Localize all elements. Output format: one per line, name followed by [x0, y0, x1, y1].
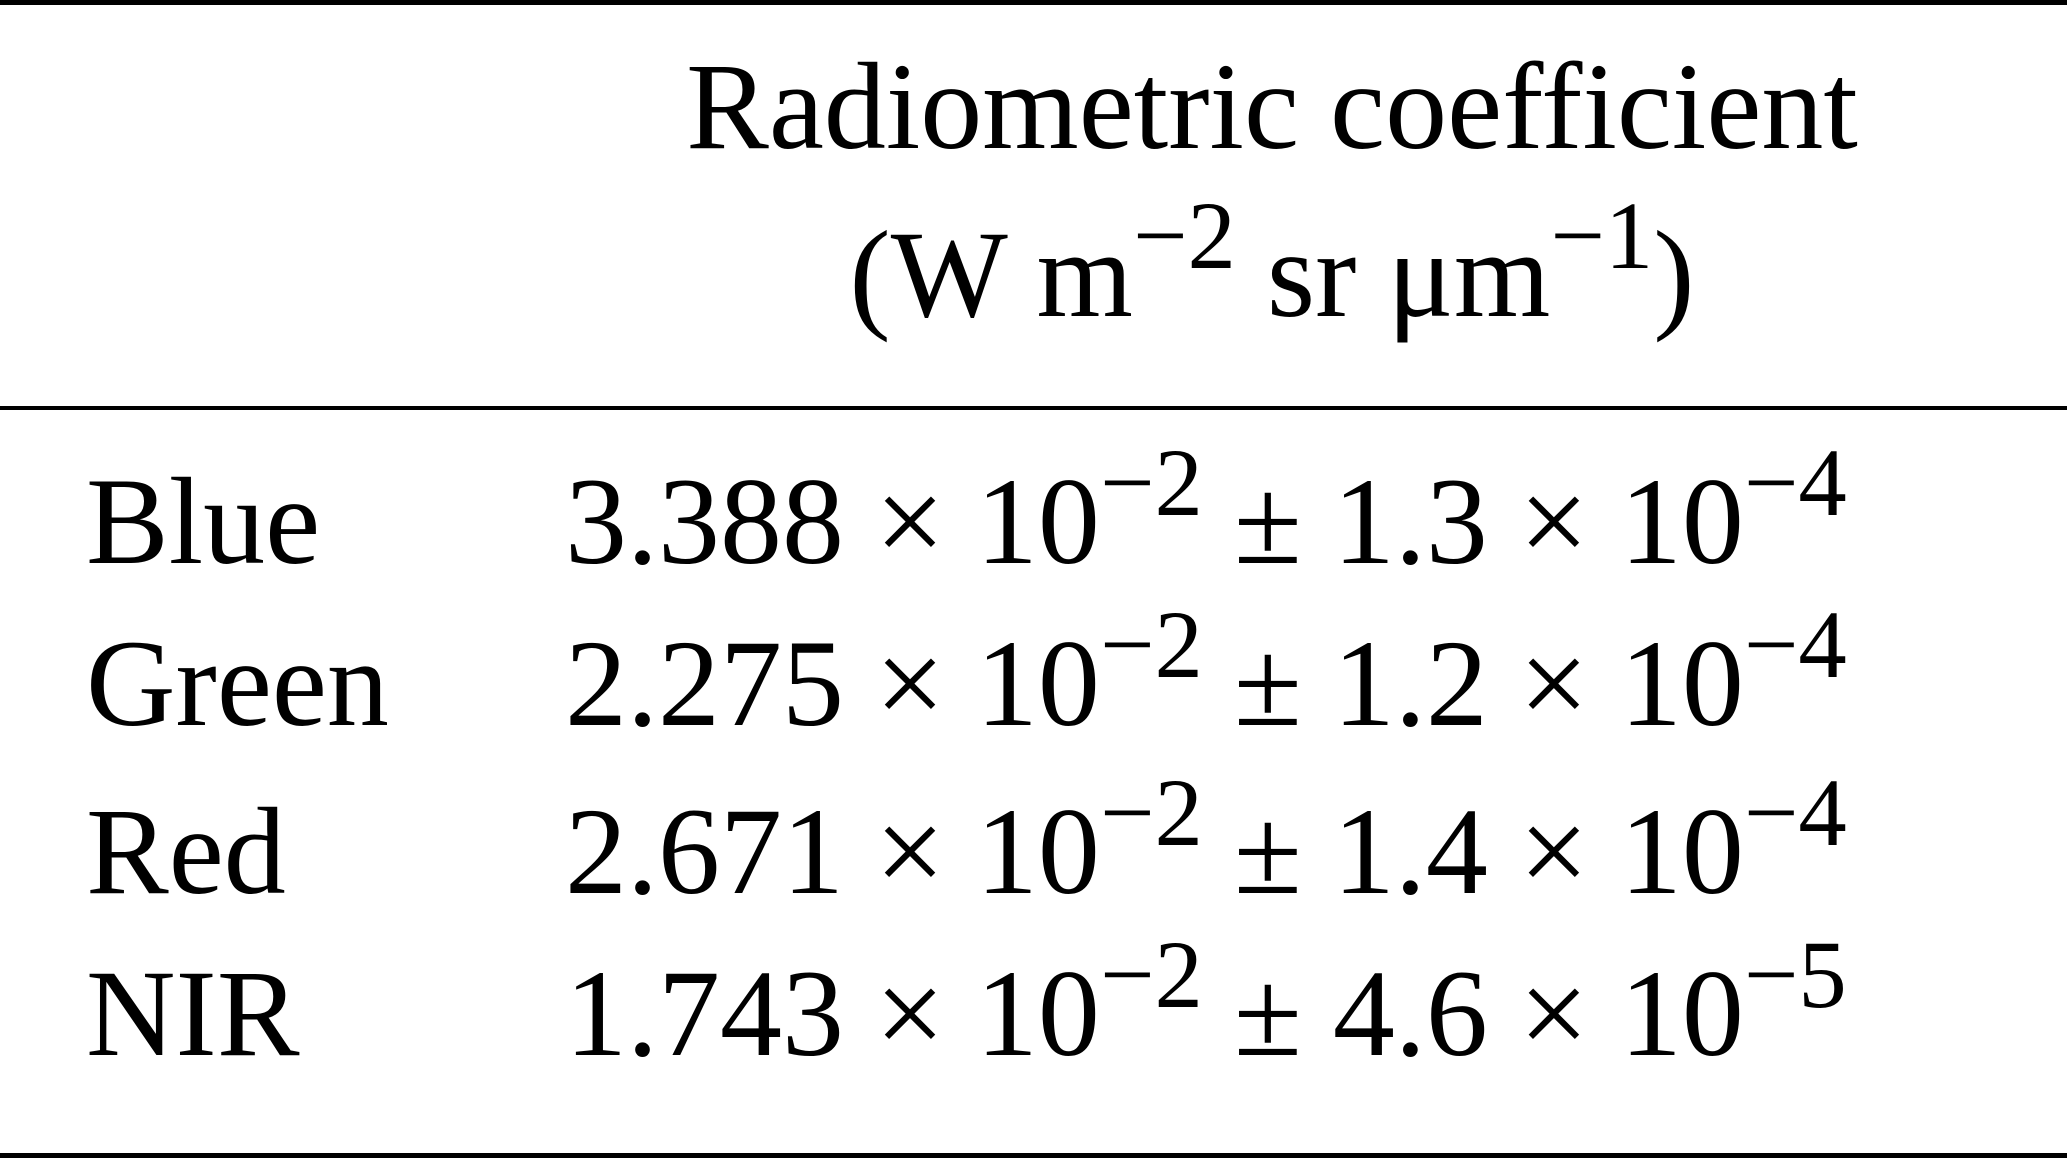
row-label: Green — [86, 615, 389, 752]
text-part: ± 1.4 × 10 — [1202, 783, 1744, 920]
mid-rule — [0, 406, 2067, 410]
superscript: −2 — [1099, 920, 1203, 1028]
text-part: ± 1.2 × 10 — [1202, 615, 1744, 752]
superscript: −4 — [1743, 428, 1847, 536]
superscript: −2 — [1099, 428, 1203, 536]
superscript: −4 — [1743, 590, 1847, 698]
superscript: −2 — [1132, 181, 1236, 289]
top-rule — [0, 0, 2067, 5]
superscript: −5 — [1743, 920, 1847, 1028]
text-part: sr μm — [1235, 206, 1551, 343]
bottom-rule — [0, 1153, 2067, 1158]
text-part: ± 1.3 × 10 — [1202, 453, 1744, 590]
row-label: NIR — [86, 945, 300, 1082]
header-unit: (W m−2 sr μm−1) — [0, 187, 2067, 337]
row-value: 1.743 × 10−2 ± 4.6 × 10−5 — [565, 926, 1847, 1076]
superscript: −2 — [1099, 590, 1203, 698]
text-part: 2.671 × 10 — [565, 783, 1100, 920]
row-label: Red — [86, 783, 286, 920]
row-label: Blue — [86, 453, 321, 590]
header-title: Radiometric coefficient — [686, 38, 1858, 175]
text-part: 1.743 × 10 — [565, 945, 1100, 1082]
superscript: −1 — [1550, 181, 1654, 289]
superscript: −2 — [1099, 758, 1203, 866]
text-part: 2.275 × 10 — [565, 615, 1100, 752]
row-value: 2.275 × 10−2 ± 1.2 × 10−4 — [565, 596, 1847, 746]
row-value: 3.388 × 10−2 ± 1.3 × 10−4 — [565, 434, 1847, 584]
text-part: ± 4.6 × 10 — [1202, 945, 1744, 1082]
text-part: ) — [1653, 206, 1695, 343]
superscript: −4 — [1743, 758, 1847, 866]
text-part: 3.388 × 10 — [565, 453, 1100, 590]
row-value: 2.671 × 10−2 ± 1.4 × 10−4 — [565, 764, 1847, 914]
text-part: (W m — [849, 206, 1133, 343]
